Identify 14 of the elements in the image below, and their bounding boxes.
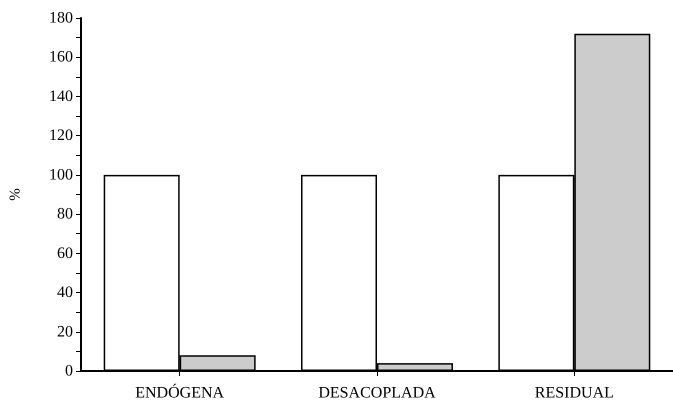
- y-tick-label: 60: [57, 244, 73, 262]
- y-tick-label: 140: [49, 88, 73, 105]
- y-axis-title: %: [8, 188, 24, 201]
- y-tick-label: 100: [49, 166, 73, 184]
- y-tick-label: 120: [49, 127, 73, 144]
- x-tick-label: ENDÓGENA: [135, 384, 225, 402]
- y-tick-label: 20: [57, 323, 73, 340]
- y-tick-label: 80: [57, 206, 73, 223]
- y-tick-label: 40: [57, 284, 73, 302]
- x-tick-label: DESACOPLADA: [318, 384, 436, 402]
- y-tick-label: 180: [49, 10, 73, 26]
- y-tick-label: 0: [65, 362, 73, 380]
- y-tick-label: 160: [49, 48, 73, 66]
- x-tick-label: RESIDUAL: [534, 384, 614, 402]
